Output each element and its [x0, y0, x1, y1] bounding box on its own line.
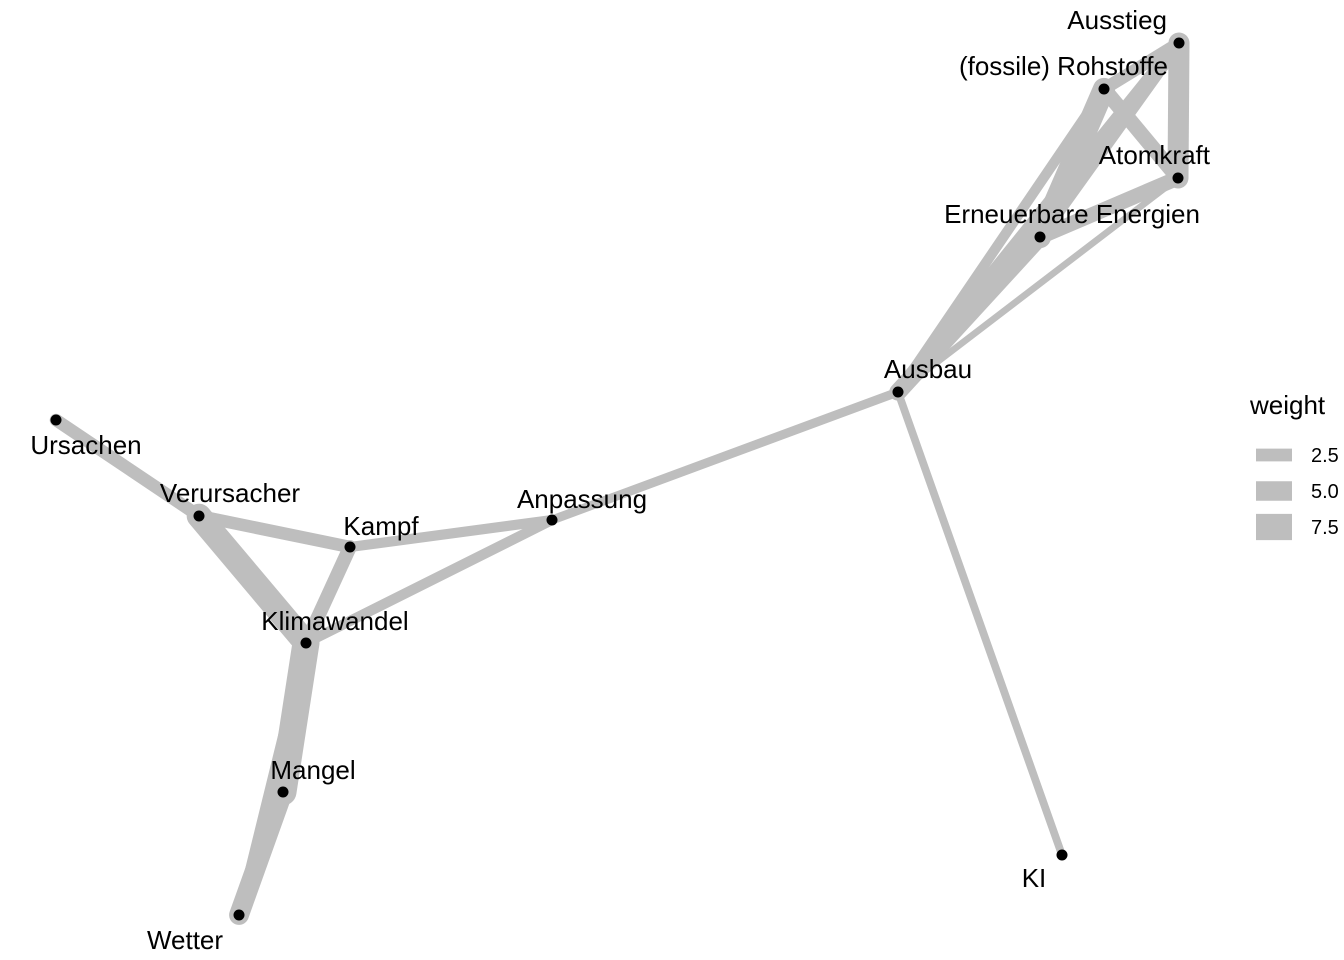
node-ki — [1056, 849, 1068, 861]
node-label-ausstieg: Ausstieg — [1067, 5, 1167, 35]
legend-key-3 — [1256, 513, 1292, 541]
node-label-kampf: Kampf — [343, 511, 419, 541]
legend-key-1 — [1256, 448, 1292, 462]
edge-klimawandel-anpassung — [300, 514, 558, 649]
labels-layer: Ausstieg (fossile) Rohstoffe Atomkraft Erne… — [30, 5, 1210, 955]
legend-label-1: 2.5 — [1311, 445, 1339, 467]
node-label-atomkraft: Atomkraft — [1099, 140, 1211, 170]
node-label-anpassung: Anpassung — [517, 484, 647, 514]
node-ausbau — [892, 386, 904, 398]
node-label-erneuerbare: Erneuerbare Energien — [944, 199, 1200, 229]
node-ausstieg — [1173, 37, 1185, 49]
edge-ausbau-ki — [894, 388, 1066, 859]
node-label-mangel: Mangel — [270, 755, 355, 785]
legend-label-3: 7.5 — [1311, 517, 1339, 539]
edge-verursacher-kampf — [192, 509, 357, 554]
node-verursacher — [193, 510, 205, 522]
node-kampf — [344, 541, 356, 553]
edge-ausbau-atomkraft — [894, 174, 1182, 396]
edge-kampf-klimawandel — [299, 540, 357, 650]
legend-key-2 — [1256, 481, 1292, 501]
node-mangel — [277, 786, 289, 798]
edge-ursachen-verursacher — [49, 413, 206, 523]
node-atomkraft — [1172, 172, 1184, 184]
edge-rohstoffe-atomkraft — [1096, 81, 1186, 186]
weight-legend: weight 2.5 5.0 7.5 — [1249, 390, 1339, 541]
edge-rohstoffe-ausstieg — [1097, 36, 1186, 96]
legend-title: weight — [1249, 390, 1326, 420]
edge-anpassung-ausbau — [547, 387, 903, 525]
edges-layer — [49, 32, 1190, 925]
legend-label-2: 5.0 — [1311, 481, 1339, 503]
node-label-ursachen: Ursachen — [30, 430, 141, 460]
edge-erneuerbare-ausstieg — [1033, 36, 1186, 244]
edge-klimawandel-wetter — [233, 637, 312, 921]
node-label-klimawandel: Klimawandel — [261, 606, 408, 636]
edge-erneuerbare-atomkraft — [1032, 170, 1186, 245]
node-label-ki: KI — [1022, 863, 1047, 893]
node-label-rohstoffe: (fossile) Rohstoffe — [959, 51, 1168, 81]
node-klimawandel — [300, 637, 312, 649]
edge-ausstieg-atomkraft — [1167, 32, 1190, 189]
node-ursachen — [50, 414, 62, 426]
node-wetter — [233, 909, 245, 921]
node-label-wetter: Wetter — [147, 925, 223, 955]
nodes-layer — [50, 37, 1185, 921]
edge-verursacher-klimawandel — [186, 503, 319, 656]
node-erneuerbare — [1034, 231, 1046, 243]
node-rohstoffe — [1098, 83, 1110, 95]
node-label-verursacher: Verursacher — [160, 478, 301, 508]
legend-entries: 2.5 5.0 7.5 — [1256, 445, 1339, 541]
node-label-ausbau: Ausbau — [884, 354, 972, 384]
edge-kampf-anpassung — [344, 514, 558, 553]
node-anpassung — [546, 514, 558, 526]
